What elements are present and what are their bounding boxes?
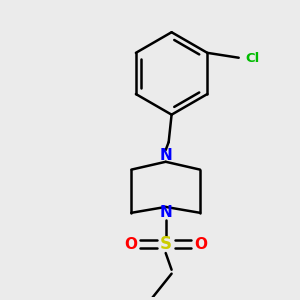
Text: O: O: [194, 237, 208, 252]
Text: S: S: [160, 235, 172, 253]
Text: N: N: [159, 148, 172, 164]
Text: N: N: [159, 205, 172, 220]
Text: Cl: Cl: [246, 52, 260, 65]
Text: O: O: [124, 237, 137, 252]
